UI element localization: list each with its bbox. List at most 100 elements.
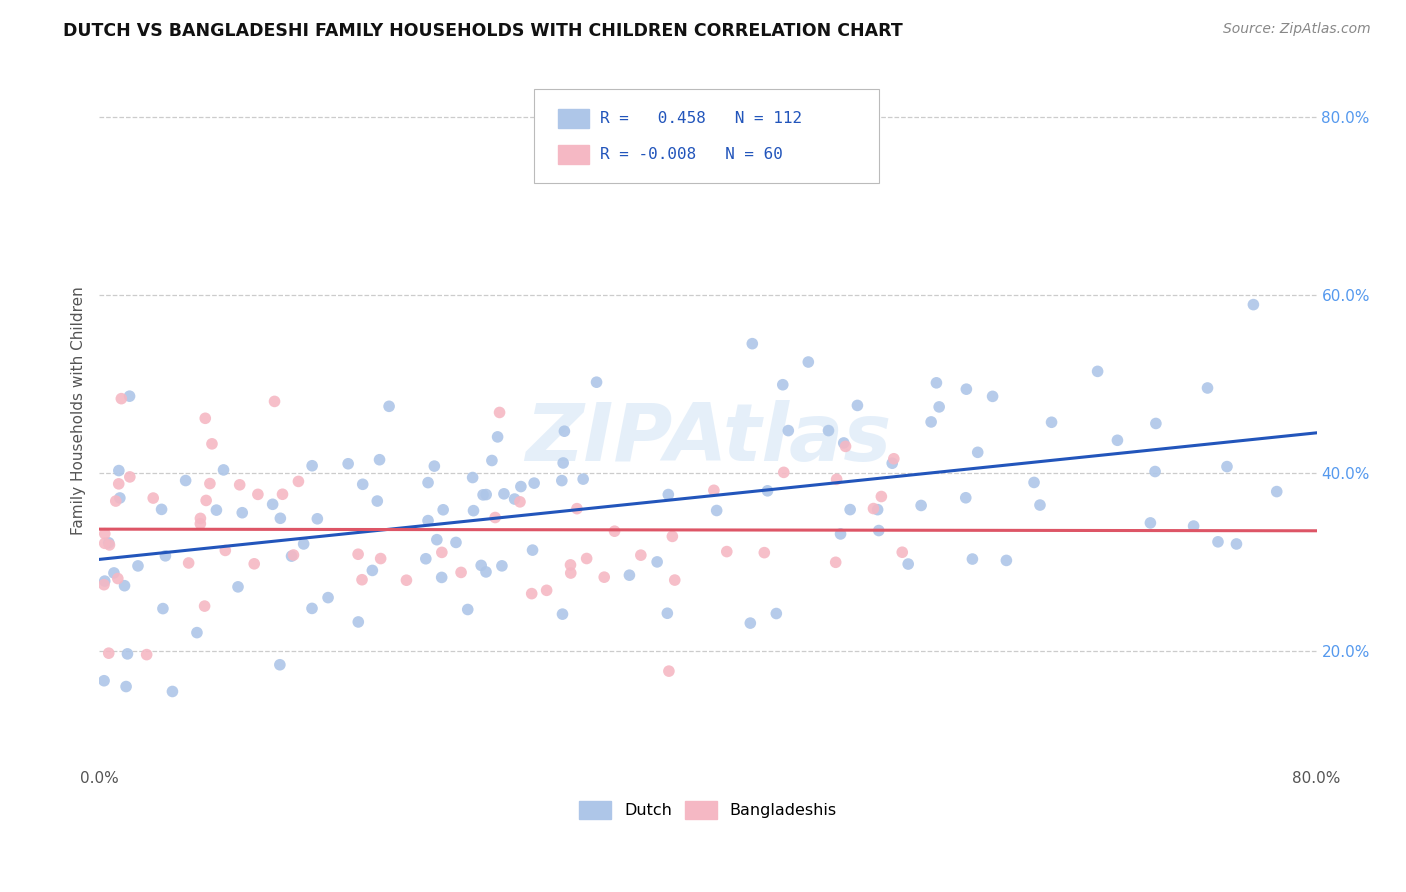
Point <box>98 538 121 552</box>
Point <box>553 424 575 438</box>
Point <box>740 616 762 631</box>
Point <box>778 424 800 438</box>
Point <box>269 657 291 672</box>
Point <box>395 573 418 587</box>
Point <box>475 487 498 501</box>
Point <box>263 394 285 409</box>
Point <box>825 472 848 486</box>
Point <box>664 573 686 587</box>
Point <box>188 516 211 531</box>
Point <box>461 470 484 484</box>
Point <box>301 458 323 473</box>
Point <box>103 566 125 580</box>
Point <box>883 451 905 466</box>
Point <box>162 684 184 698</box>
Point <box>155 549 177 563</box>
Point <box>839 502 862 516</box>
Point <box>246 487 269 501</box>
Point <box>995 553 1018 567</box>
Point <box>891 545 914 559</box>
Point <box>630 548 652 562</box>
Point <box>882 456 904 470</box>
Point <box>925 376 948 390</box>
Point <box>962 552 984 566</box>
Point <box>444 535 467 549</box>
Point <box>194 411 217 425</box>
Point <box>1265 484 1288 499</box>
Point <box>337 457 360 471</box>
Point <box>486 430 509 444</box>
Point <box>316 591 339 605</box>
Point <box>271 487 294 501</box>
Point <box>551 607 574 621</box>
Point <box>292 537 315 551</box>
Point <box>262 497 284 511</box>
Point <box>450 566 472 580</box>
Point <box>93 577 115 591</box>
Point <box>115 680 138 694</box>
Point <box>572 472 595 486</box>
Point <box>93 536 115 550</box>
Point <box>201 437 224 451</box>
Point <box>966 445 988 459</box>
Point <box>593 570 616 584</box>
Point <box>551 474 574 488</box>
Legend: Dutch, Bangladeshis: Dutch, Bangladeshis <box>574 795 844 826</box>
Point <box>378 400 401 414</box>
Point <box>981 389 1004 403</box>
Point <box>553 456 575 470</box>
Point <box>657 487 679 501</box>
Point <box>118 389 141 403</box>
Point <box>703 483 725 498</box>
Point <box>491 558 513 573</box>
Text: ZIPAtlas: ZIPAtlas <box>524 401 891 478</box>
Point <box>177 556 200 570</box>
Point <box>756 483 779 498</box>
Point <box>706 503 728 517</box>
Point <box>426 533 449 547</box>
Point <box>198 476 221 491</box>
Point <box>565 501 588 516</box>
Point <box>1139 516 1161 530</box>
Point <box>423 459 446 474</box>
Point <box>509 495 531 509</box>
Point <box>1216 459 1239 474</box>
Point <box>214 543 236 558</box>
Point <box>1022 475 1045 490</box>
Point <box>117 647 139 661</box>
Point <box>352 477 374 491</box>
Point <box>920 415 942 429</box>
Point <box>287 475 309 489</box>
Point <box>503 491 526 506</box>
Point <box>928 400 950 414</box>
Point <box>463 503 485 517</box>
Point <box>1182 519 1205 533</box>
Point <box>228 478 250 492</box>
Point <box>488 405 510 419</box>
Point <box>716 544 738 558</box>
Point <box>205 503 228 517</box>
Point <box>283 548 305 562</box>
Point <box>108 491 131 505</box>
Point <box>108 464 131 478</box>
Point <box>1087 364 1109 378</box>
Point <box>475 565 498 579</box>
Y-axis label: Family Households with Children: Family Households with Children <box>72 286 86 535</box>
Point <box>226 580 249 594</box>
Point <box>658 664 681 678</box>
Point <box>361 563 384 577</box>
Point <box>174 474 197 488</box>
Point <box>772 466 794 480</box>
Point <box>1206 534 1229 549</box>
Point <box>370 551 392 566</box>
Point <box>1144 417 1167 431</box>
Point <box>368 452 391 467</box>
Point <box>114 579 136 593</box>
Point <box>870 490 893 504</box>
Point <box>509 479 531 493</box>
Point <box>107 572 129 586</box>
Point <box>97 536 120 550</box>
Point <box>142 491 165 505</box>
Point <box>897 557 920 571</box>
Point <box>432 503 454 517</box>
